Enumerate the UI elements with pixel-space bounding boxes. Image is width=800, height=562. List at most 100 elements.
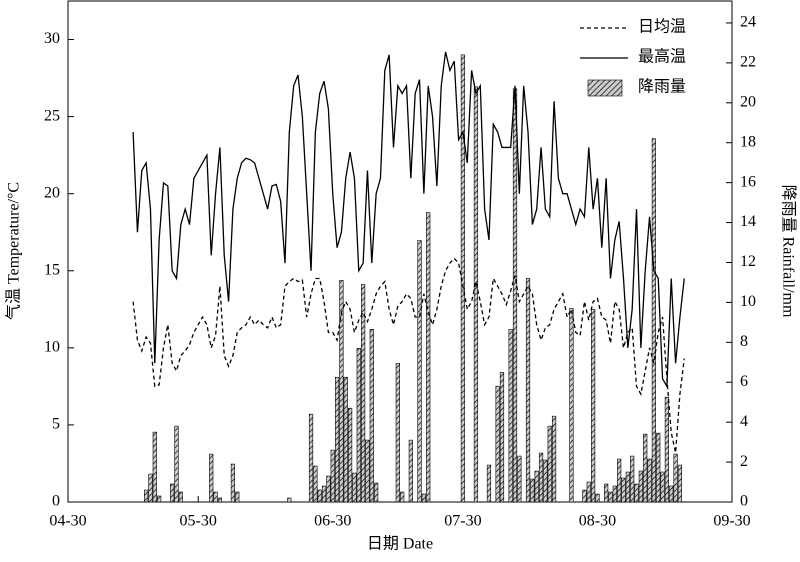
y2-tick-label: 14 xyxy=(740,213,756,230)
x-tick-label: 09-30 xyxy=(713,513,750,530)
rain-bar xyxy=(347,407,353,503)
x-tick-label: 08-30 xyxy=(579,513,616,530)
y2-tick-label: 24 xyxy=(740,14,756,31)
rain-bar xyxy=(634,483,639,503)
rain-bar xyxy=(638,470,643,503)
rain-bar xyxy=(677,464,683,503)
x-tick-label: 06-30 xyxy=(314,513,351,530)
rain-bar xyxy=(534,470,539,503)
rain-bar xyxy=(213,491,218,503)
y2-tick-label: 10 xyxy=(740,293,756,310)
rain-bar xyxy=(217,497,222,503)
rain-bar xyxy=(512,88,518,503)
rain-bar xyxy=(287,497,292,503)
rain-bar xyxy=(235,491,240,503)
y-tick-label: 0 xyxy=(52,493,60,510)
rain-bar xyxy=(486,464,492,503)
rain-bar xyxy=(525,278,531,503)
x-axis-title: 日期 Date xyxy=(367,535,433,553)
rain-bar xyxy=(308,413,314,503)
rain-bar xyxy=(421,493,426,503)
rain-bar xyxy=(321,485,327,503)
y2-tick-label: 20 xyxy=(740,93,756,110)
rain-bar xyxy=(569,308,574,503)
rain-bar xyxy=(313,465,318,503)
rain-bar xyxy=(664,396,670,503)
rain-bar xyxy=(612,485,617,503)
y2-tick-label: 16 xyxy=(740,173,756,190)
rain-bar xyxy=(230,463,236,503)
y-tick-label: 20 xyxy=(44,184,60,201)
y2-tick-label: 0 xyxy=(740,493,748,510)
rain-bar xyxy=(356,348,361,503)
rain-bar xyxy=(365,439,370,503)
x-tick-label: 05-30 xyxy=(180,513,217,530)
rain-bar xyxy=(604,483,609,503)
rain-bar xyxy=(326,475,331,503)
legend-label: 降雨量 xyxy=(638,78,686,96)
y2-axis-title: 降雨量 Rainfall/mm xyxy=(779,185,797,318)
rain-bar xyxy=(334,376,340,503)
rain-bar xyxy=(651,138,656,503)
rain-bar xyxy=(426,212,431,503)
rain-bar xyxy=(352,472,357,503)
rain-bar xyxy=(209,453,214,503)
rain-bar xyxy=(621,477,626,503)
rain-bar xyxy=(543,459,548,503)
y-tick-label: 10 xyxy=(44,339,60,356)
rain-bar xyxy=(152,431,157,503)
rain-bar xyxy=(591,309,596,503)
rain-bar xyxy=(508,329,513,503)
rain-bar xyxy=(178,491,183,503)
plot-frame xyxy=(67,0,733,503)
x-tick-label: 04-30 xyxy=(49,513,86,530)
legend-label: 日均温 xyxy=(638,18,686,36)
rain-bar xyxy=(625,471,630,503)
x-tick-label: 07-30 xyxy=(444,513,481,530)
rain-bar xyxy=(643,433,648,503)
rain-bar xyxy=(395,362,400,503)
rain-bar xyxy=(369,329,374,503)
rain-bar xyxy=(586,481,591,503)
rain-bar xyxy=(669,485,674,503)
y2-tick-label: 12 xyxy=(740,253,756,270)
rain-bar xyxy=(530,478,535,503)
y-axis-title: 气温 Temperature/°C xyxy=(5,182,23,320)
rain-bar xyxy=(473,86,479,503)
rain-bar xyxy=(400,491,405,503)
rain-bar xyxy=(656,432,661,503)
y-tick-label: 5 xyxy=(52,416,60,433)
rain-bar xyxy=(170,483,175,503)
rain-bar xyxy=(343,376,348,503)
rain-bar xyxy=(317,489,322,503)
rain-bar xyxy=(417,240,422,503)
rain-bar xyxy=(148,473,153,503)
rain-bar xyxy=(361,284,366,503)
rain-bar xyxy=(617,458,622,503)
rain-bar xyxy=(538,452,544,503)
y2-tick-label: 22 xyxy=(740,54,756,71)
rain-bar xyxy=(174,425,179,503)
rain-bar xyxy=(647,458,652,503)
rain-bar xyxy=(547,425,552,503)
rain-bar xyxy=(330,449,335,503)
y2-tick-label: 6 xyxy=(740,373,748,390)
rain-bar xyxy=(551,415,557,503)
rain-bar xyxy=(374,482,379,503)
temperature-line xyxy=(132,51,685,389)
y-tick-label: 25 xyxy=(44,107,60,124)
rain-bar xyxy=(595,493,600,503)
y2-tick-label: 18 xyxy=(740,133,756,150)
y-tick-label: 30 xyxy=(44,30,60,47)
rain-bar xyxy=(339,280,344,503)
legend-label: 最高温 xyxy=(638,48,686,66)
y-tick-label: 15 xyxy=(44,261,60,278)
rain-bar xyxy=(157,495,162,503)
rain-bar xyxy=(630,455,635,503)
rain-bar xyxy=(144,489,149,503)
rain-bar xyxy=(582,489,587,503)
temperature-line xyxy=(132,257,685,453)
y2-tick-label: 2 xyxy=(740,453,748,470)
